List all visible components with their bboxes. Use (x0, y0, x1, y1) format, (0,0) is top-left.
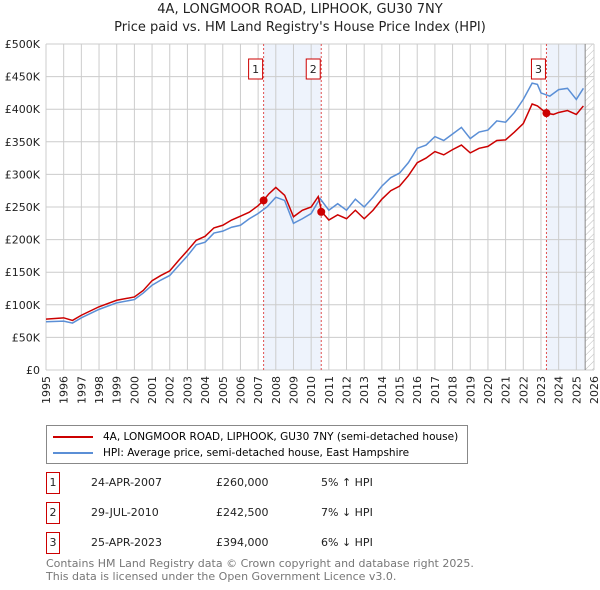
line-chart: 1995 1996 1997 1998 1999 2000 2001 2002 2003 2004… (5, 38, 600, 404)
y-tick-label: £500K (5, 38, 41, 51)
x-tick-label: 2011 (323, 376, 336, 404)
x-tick-label: 2023 (535, 376, 548, 404)
sale-point (542, 109, 551, 118)
sale-label: 2 (46, 502, 60, 524)
x-tick-label: 2003 (181, 376, 194, 404)
footer-line2: This data is licensed under the Open Gov… (46, 570, 397, 583)
legend-red-swatch (53, 436, 93, 438)
x-tick-label: 2007 (252, 376, 265, 404)
sale-price: £394,000 (216, 536, 269, 549)
chart-subtitle: Price paid vs. HM Land Registry's House … (114, 20, 486, 35)
x-tick-label: 2004 (199, 376, 212, 404)
footer-line1: Contains HM Land Registry data © Crown c… (46, 557, 474, 570)
sale-point (317, 207, 326, 216)
x-tick-label: 2009 (287, 376, 300, 404)
sale-point (259, 196, 268, 205)
sale-badge-label: 3 (535, 63, 542, 76)
y-tick-label: £350K (5, 136, 41, 149)
x-tick-label: 2001 (146, 376, 159, 404)
y-tick-label: £150K (5, 266, 41, 279)
x-tick-label: 2005 (217, 376, 230, 404)
sale-badge-label: 1 (252, 63, 259, 76)
y-tick-label: £50K (12, 331, 41, 344)
x-tick-label: 2013 (358, 376, 371, 404)
legend-hpi: HPI: Average price, semi-detached house,… (103, 447, 410, 459)
sale-date: 29-JUL-2010 (91, 506, 159, 519)
x-tick-label: 2026 (588, 376, 600, 404)
x-tick-label: 2008 (270, 376, 283, 404)
x-tick-label: 2010 (305, 376, 318, 404)
sale-hpi: 6% ↓ HPI (321, 536, 373, 549)
x-tick-label: 2014 (376, 376, 389, 404)
x-tick-label: 2021 (500, 376, 513, 404)
sale-label: 1 (46, 472, 60, 494)
x-tick-label: 2002 (164, 376, 177, 404)
sale-date: 25-APR-2023 (91, 536, 163, 549)
x-tick-label: 1999 (111, 376, 124, 404)
legend-blue-swatch (53, 452, 93, 454)
y-tick-label: £250K (5, 201, 41, 214)
sale-price: £242,500 (216, 506, 269, 519)
series-line (45, 82, 585, 324)
x-tick-label: 2019 (464, 376, 477, 404)
x-tick-label: 2006 (234, 376, 247, 404)
x-tick-label: 2017 (429, 376, 442, 404)
sale-hpi: 7% ↓ HPI (321, 506, 373, 519)
y-tick-label: £300K (5, 168, 41, 181)
x-tick-label: 1995 (40, 376, 53, 404)
sale-badge (248, 58, 264, 80)
y-tick-label: £100K (5, 299, 41, 312)
sale-hpi: 5% ↑ HPI (321, 476, 373, 489)
x-tick-label: 1998 (93, 376, 106, 404)
sale-price: £260,000 (216, 476, 269, 489)
sale-badge (305, 58, 321, 80)
sale-badge-label: 2 (310, 63, 317, 76)
x-tick-label: 2015 (394, 376, 407, 404)
y-tick-label: £450K (5, 71, 41, 84)
series-line (45, 103, 584, 322)
sale-label: 3 (46, 532, 60, 554)
legend-property: 4A, LONGMOOR ROAD, LIPHOOK, GU30 7NY (se… (103, 431, 459, 443)
legend: 4A, LONGMOOR ROAD, LIPHOOK, GU30 7NY (se… (46, 425, 468, 464)
x-tick-label: 2018 (447, 376, 460, 404)
x-tick-label: 2024 (553, 376, 566, 404)
x-tick-label: 2000 (128, 376, 141, 404)
x-tick-label: 2016 (411, 376, 424, 404)
sale-badge (530, 58, 546, 80)
chart-title: 4A, LONGMOOR ROAD, LIPHOOK, GU30 7NY (157, 2, 443, 17)
y-tick-label: £0 (26, 364, 40, 377)
x-tick-label: 2025 (570, 376, 583, 404)
x-tick-label: 2022 (517, 376, 530, 404)
y-tick-label: £400K (5, 103, 41, 116)
x-tick-label: 1997 (75, 376, 88, 404)
sale-date: 24-APR-2007 (91, 476, 163, 489)
x-tick-label: 2020 (482, 376, 495, 404)
x-tick-label: 2012 (341, 376, 354, 404)
footer: Contains HM Land Registry data © Crown c… (46, 557, 474, 583)
y-tick-label: £200K (5, 234, 41, 247)
x-tick-label: 1996 (58, 376, 71, 404)
